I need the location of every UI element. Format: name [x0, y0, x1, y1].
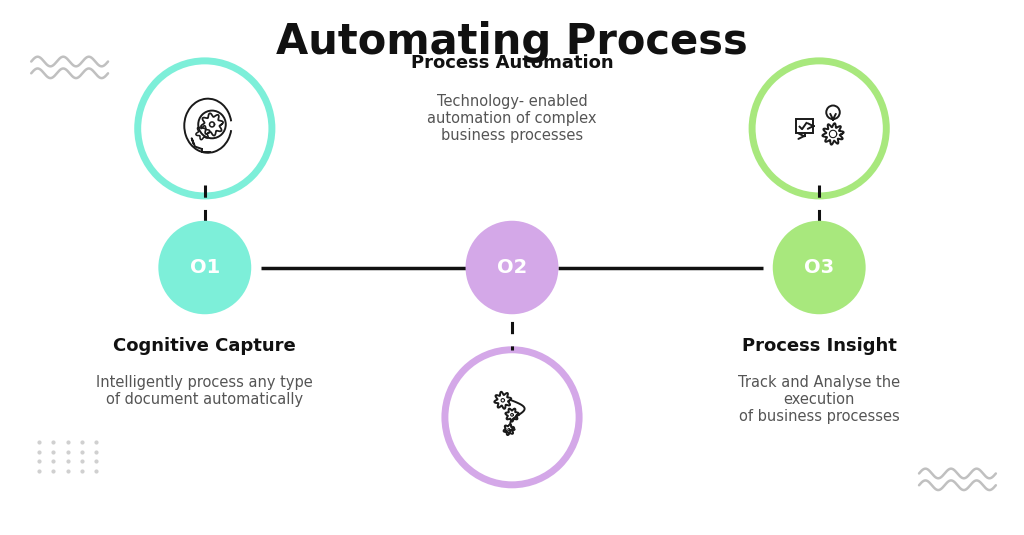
Ellipse shape	[773, 221, 865, 314]
Ellipse shape	[137, 61, 272, 196]
Text: Technology- enabled
automation of complex
business processes: Technology- enabled automation of comple…	[427, 94, 597, 143]
Text: Process Automation: Process Automation	[411, 54, 613, 72]
Text: O3: O3	[804, 258, 835, 277]
Text: Automating Process: Automating Process	[276, 21, 748, 64]
Text: O2: O2	[497, 258, 527, 277]
Text: O1: O1	[189, 258, 220, 277]
Text: Process Insight: Process Insight	[741, 337, 897, 355]
Ellipse shape	[444, 350, 580, 485]
Ellipse shape	[466, 221, 558, 314]
Text: Cognitive Capture: Cognitive Capture	[114, 337, 296, 355]
Text: Track and Analyse the
execution
of business processes: Track and Analyse the execution of busin…	[738, 374, 900, 424]
Text: Intelligently process any type
of document automatically: Intelligently process any type of docume…	[96, 374, 313, 407]
Ellipse shape	[159, 221, 251, 314]
Ellipse shape	[752, 61, 887, 196]
